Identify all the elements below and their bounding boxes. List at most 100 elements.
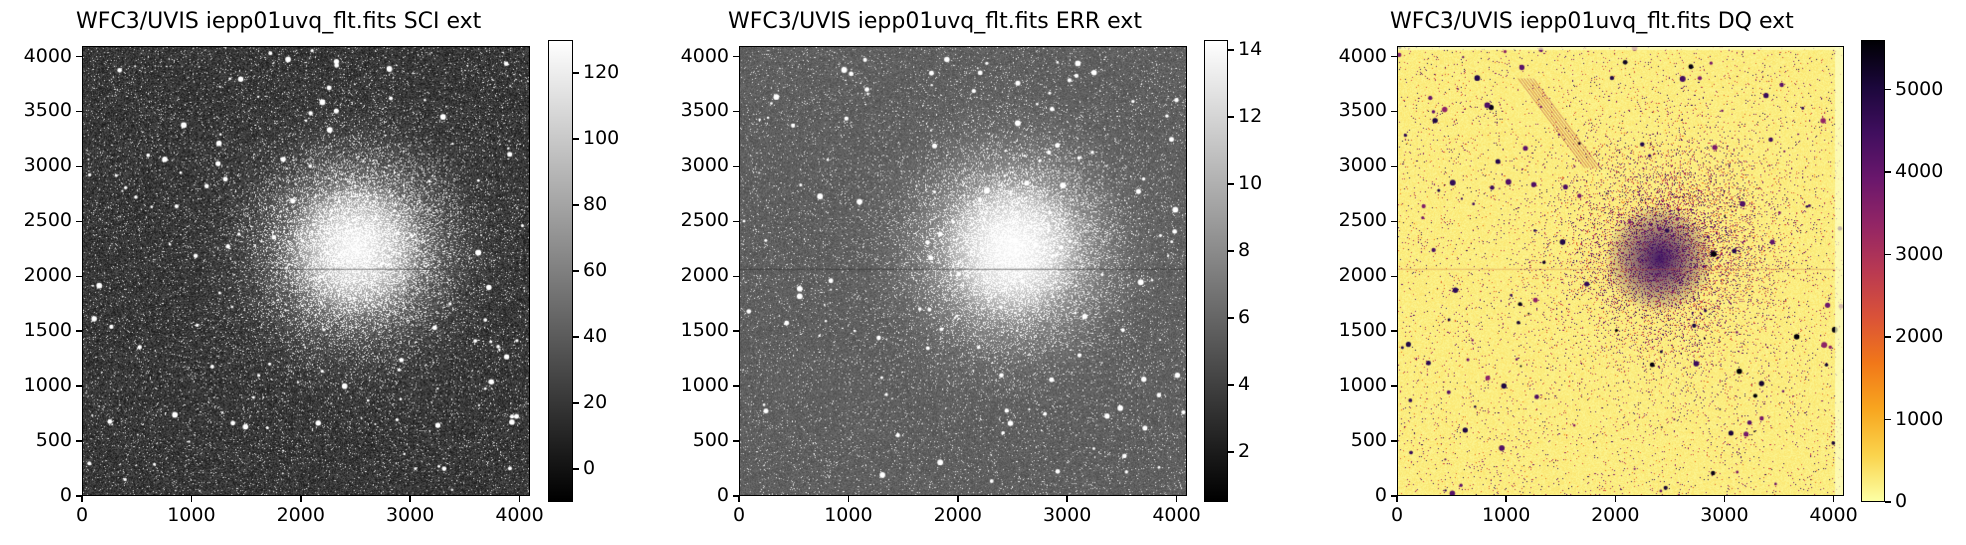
colorbar-tick-label: 6 (1238, 305, 1251, 328)
colorbar-tick-mark (573, 468, 579, 470)
colorbar-tick-mark (1228, 384, 1234, 386)
y-tick-mark (76, 275, 82, 278)
colorbar-tick-mark (1885, 88, 1891, 91)
colorbar-tick-label: 4 (1238, 372, 1251, 395)
x-tick-mark (1723, 496, 1726, 502)
x-tick-label: 3000 (1700, 504, 1749, 526)
y-tick-mark (733, 110, 739, 113)
x-tick-label: 0 (1390, 504, 1404, 526)
y-tick-mark (76, 110, 82, 113)
colorbar-tick-label: 0 (583, 457, 596, 479)
image-canvas (1398, 47, 1843, 495)
y-tick-label: 4000 (680, 44, 729, 67)
colorbar (1204, 40, 1228, 502)
y-tick-label: 1500 (1338, 319, 1387, 342)
y-tick-mark (76, 55, 82, 58)
y-tick-label: 500 (35, 429, 72, 452)
y-tick-mark (733, 495, 739, 497)
y-tick-label: 500 (692, 429, 729, 452)
x-tick-label: 2000 (933, 504, 982, 526)
y-tick-label: 3000 (23, 154, 72, 177)
colorbar-tick-label: 80 (583, 193, 608, 215)
y-tick-mark (733, 440, 739, 442)
y-tick-label: 3500 (680, 99, 729, 122)
colorbar-tick-label: 60 (583, 259, 608, 281)
x-tick-mark (518, 496, 521, 502)
y-tick-label: 1000 (680, 374, 729, 397)
image-frame (739, 46, 1187, 496)
colorbar-tick-mark (1228, 183, 1234, 185)
image-canvas (83, 47, 529, 495)
y-tick-label: 1500 (23, 319, 72, 342)
y-tick-label: 3000 (1338, 154, 1387, 177)
colorbar-tick-mark (1885, 171, 1891, 173)
x-tick-mark (1175, 496, 1178, 502)
y-tick-label: 0 (59, 484, 72, 506)
y-tick-mark (76, 220, 82, 223)
panel-title: WFC3/UVIS iepp01uvq_flt.fits ERR ext (728, 9, 1142, 34)
colorbar-tick-mark (1228, 116, 1234, 118)
y-tick-label: 0 (1374, 484, 1387, 506)
colorbar-tick-label: 8 (1238, 238, 1251, 261)
y-tick-label: 1000 (23, 374, 72, 397)
y-tick-mark (733, 165, 739, 168)
colorbar-tick-mark (1885, 501, 1891, 503)
colorbar-tick-label: 10 (1238, 171, 1263, 194)
y-tick-label: 2500 (23, 209, 72, 232)
y-tick-mark (1391, 495, 1397, 497)
x-tick-mark (1505, 496, 1507, 502)
y-tick-mark (733, 385, 739, 387)
y-tick-mark (1391, 330, 1397, 332)
y-tick-label: 2500 (680, 209, 729, 232)
y-tick-mark (76, 440, 82, 442)
y-tick-label: 3000 (680, 154, 729, 177)
y-tick-label: 4000 (1338, 44, 1387, 67)
y-tick-label: 1000 (1338, 374, 1387, 397)
image-frame (82, 46, 530, 496)
y-tick-mark (1391, 275, 1397, 278)
x-tick-label: 2000 (276, 504, 325, 526)
colorbar-tick-label: 3000 (1895, 242, 1944, 265)
colorbar-tick-mark (1885, 253, 1891, 256)
colorbar-tick-mark (1228, 317, 1234, 319)
colorbar-tick-label: 1000 (1895, 407, 1944, 430)
y-tick-mark (733, 275, 739, 278)
colorbar (548, 40, 573, 502)
colorbar-tick-label: 12 (1238, 105, 1263, 127)
x-tick-mark (957, 496, 959, 502)
y-tick-label: 2000 (23, 264, 72, 287)
colorbar-tick-label: 20 (583, 391, 608, 413)
colorbar (1861, 40, 1885, 502)
x-tick-label: 0 (732, 504, 746, 526)
y-tick-label: 500 (1350, 429, 1387, 452)
y-tick-mark (1391, 220, 1397, 223)
y-tick-mark (76, 495, 82, 497)
colorbar-tick-mark (573, 72, 579, 74)
x-tick-mark (847, 496, 850, 502)
y-tick-label: 3500 (1338, 99, 1387, 122)
y-tick-label: 3500 (23, 99, 72, 122)
colorbar-tick-mark (573, 336, 579, 338)
y-tick-mark (1391, 385, 1397, 387)
colorbar-tick-label: 40 (583, 325, 608, 347)
colorbar-tick-mark (573, 138, 579, 140)
x-tick-label: 1000 (824, 504, 873, 526)
y-tick-label: 2000 (680, 264, 729, 287)
y-tick-mark (1391, 55, 1397, 58)
y-tick-label: 0 (716, 484, 729, 506)
colorbar-tick-label: 2 (1238, 439, 1251, 462)
colorbar-tick-label: 100 (583, 127, 620, 149)
colorbar-tick-mark (1885, 418, 1891, 421)
y-tick-label: 4000 (23, 44, 72, 67)
y-tick-mark (733, 220, 739, 223)
colorbar-tick-mark (1228, 49, 1234, 51)
colorbar-tick-mark (1228, 250, 1234, 252)
panel-title: WFC3/UVIS iepp01uvq_flt.fits DQ ext (1390, 9, 1794, 34)
image-canvas (740, 47, 1186, 495)
y-tick-mark (1391, 440, 1397, 442)
x-tick-mark (81, 496, 83, 502)
x-tick-mark (1066, 496, 1068, 502)
